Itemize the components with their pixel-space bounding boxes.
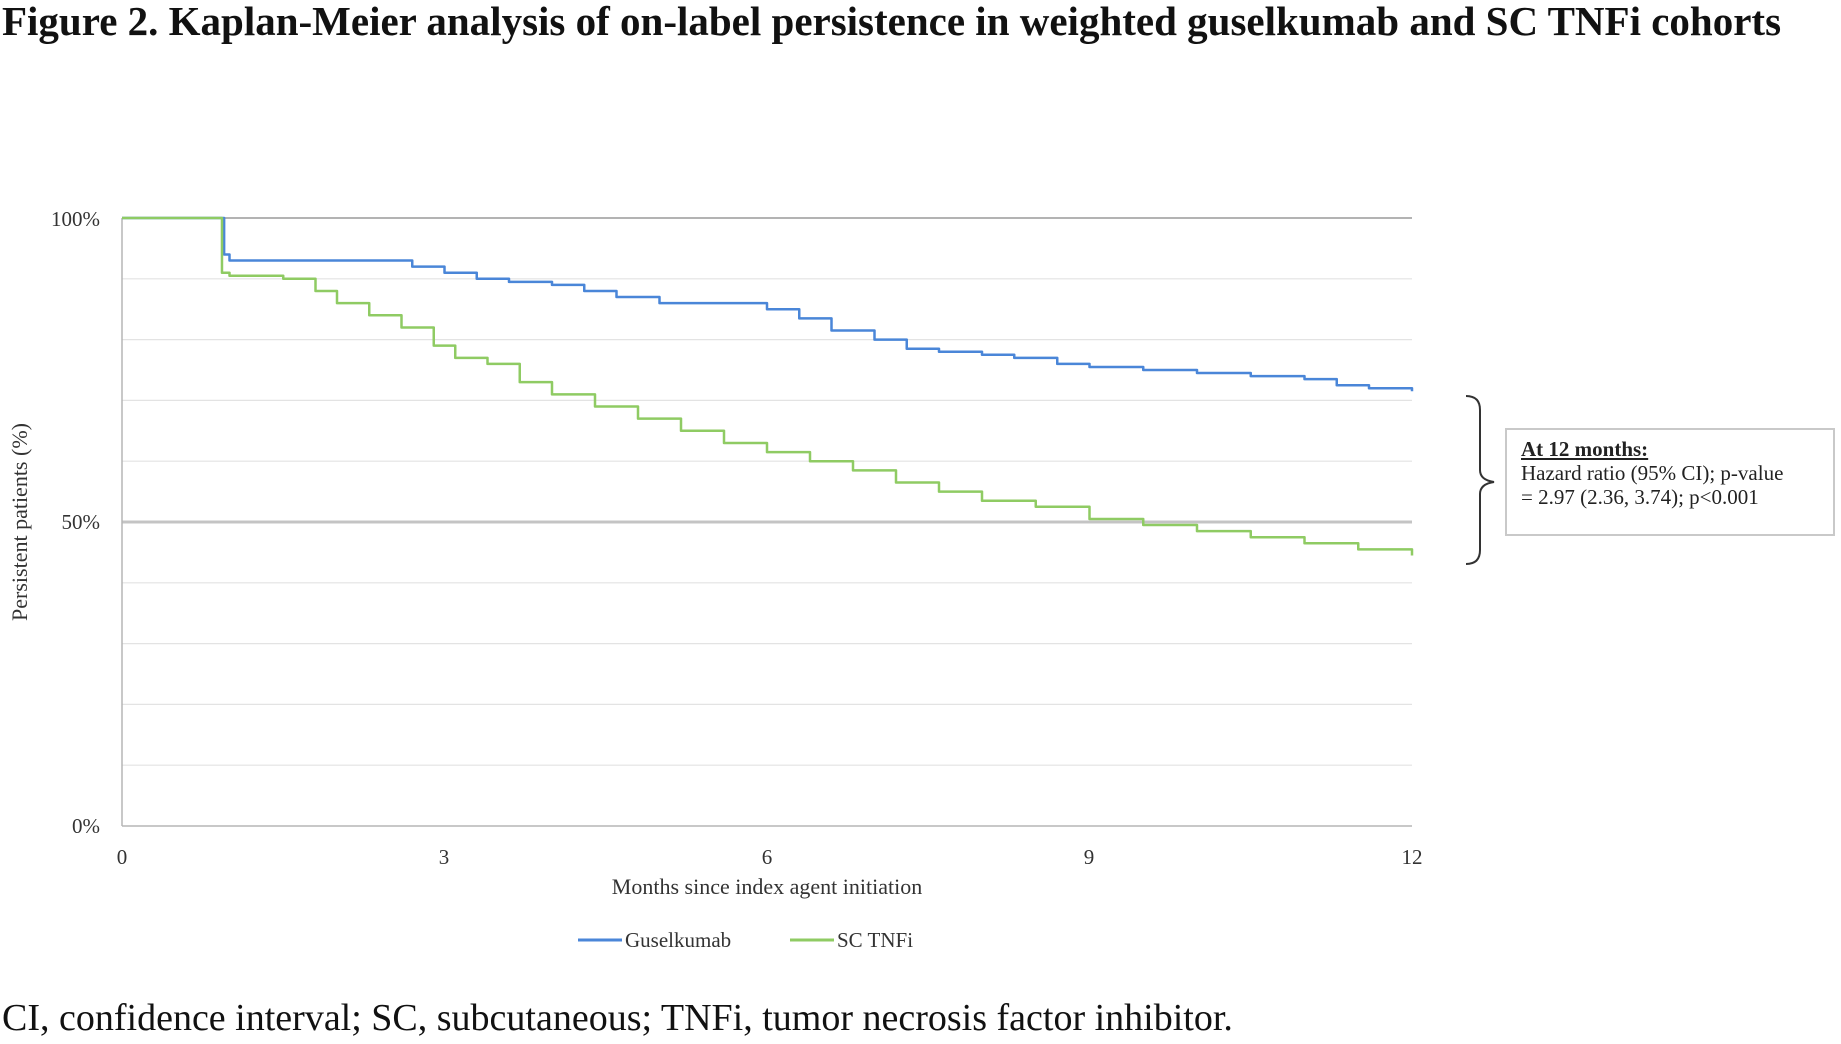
annotation-line-2: = 2.97 (2.36, 3.74); p<0.001 <box>1521 485 1759 509</box>
legend-label-sc-tnfi: SC TNFi <box>837 928 913 952</box>
annotation-line-1: Hazard ratio (95% CI); p-value <box>1521 461 1784 485</box>
annotation-heading: At 12 months: <box>1521 437 1649 461</box>
x-tick-label: 6 <box>762 845 773 869</box>
y-tick-label: 100% <box>51 207 100 231</box>
y-tick-label: 0% <box>72 814 100 838</box>
guselkumab-curve <box>122 216 1414 392</box>
figure-title: Figure 2. Kaplan-Meier analysis of on-la… <box>2 0 1782 44</box>
chart-series <box>122 216 1414 556</box>
x-tick-label: 0 <box>117 845 128 869</box>
y-tick-label: 50% <box>62 510 101 534</box>
chart-axes <box>121 218 1412 827</box>
chart-legend: Guselkumab SC TNFi <box>578 928 913 952</box>
figure-footnote: CI, confidence interval; SC, subcutaneou… <box>2 997 1233 1039</box>
x-tick-label: 3 <box>439 845 450 869</box>
chart-grid <box>122 217 1412 766</box>
x-tick-label: 9 <box>1084 845 1095 869</box>
y-axis-label: Persistent patients (%) <box>7 423 32 621</box>
sc-tnfi-curve <box>122 216 1414 556</box>
x-tick-label: 12 <box>1402 845 1423 869</box>
comparison-brace <box>1465 395 1495 565</box>
hazard-ratio-annotation: At 12 months: Hazard ratio (95% CI); p-v… <box>1505 428 1835 536</box>
x-axis-label: Months since index agent initiation <box>612 874 922 899</box>
x-tick-labels: 0 3 6 9 12 <box>117 845 1423 869</box>
y-tick-labels: 100% 50% 0% <box>51 207 100 838</box>
legend-label-guselkumab: Guselkumab <box>625 928 731 952</box>
